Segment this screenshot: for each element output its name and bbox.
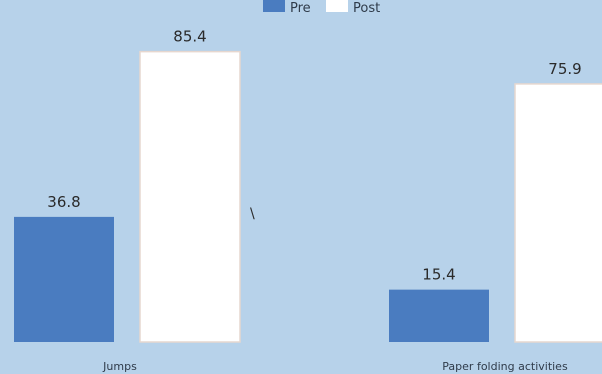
legend-label-post: Post: [353, 1, 380, 16]
legend-swatch-pre: [263, 0, 285, 12]
legend: Pre Post: [263, 0, 380, 16]
legend-swatch-post: [326, 0, 348, 12]
legend-label-pre: Pre: [290, 1, 311, 16]
value-label-post-1: 75.9: [548, 60, 581, 78]
category-label-1: Paper folding activities: [442, 360, 568, 373]
bar-pre-0: [14, 216, 114, 342]
annotation-mark: \: [250, 206, 255, 222]
bars-group: [14, 50, 602, 343]
bar-post-1: [514, 83, 602, 343]
bar-pre-1: [389, 289, 489, 342]
value-label-post-0: 85.4: [173, 28, 206, 46]
value-label-pre-0: 36.8: [47, 193, 80, 211]
value-label-pre-1: 15.4: [422, 266, 455, 284]
category-labels-group: Jumps Paper folding activities: [102, 360, 568, 373]
value-labels-group: 36.8 85.4 15.4 75.9: [47, 28, 581, 284]
category-label-0: Jumps: [102, 360, 137, 373]
bar-post-0: [139, 50, 241, 343]
